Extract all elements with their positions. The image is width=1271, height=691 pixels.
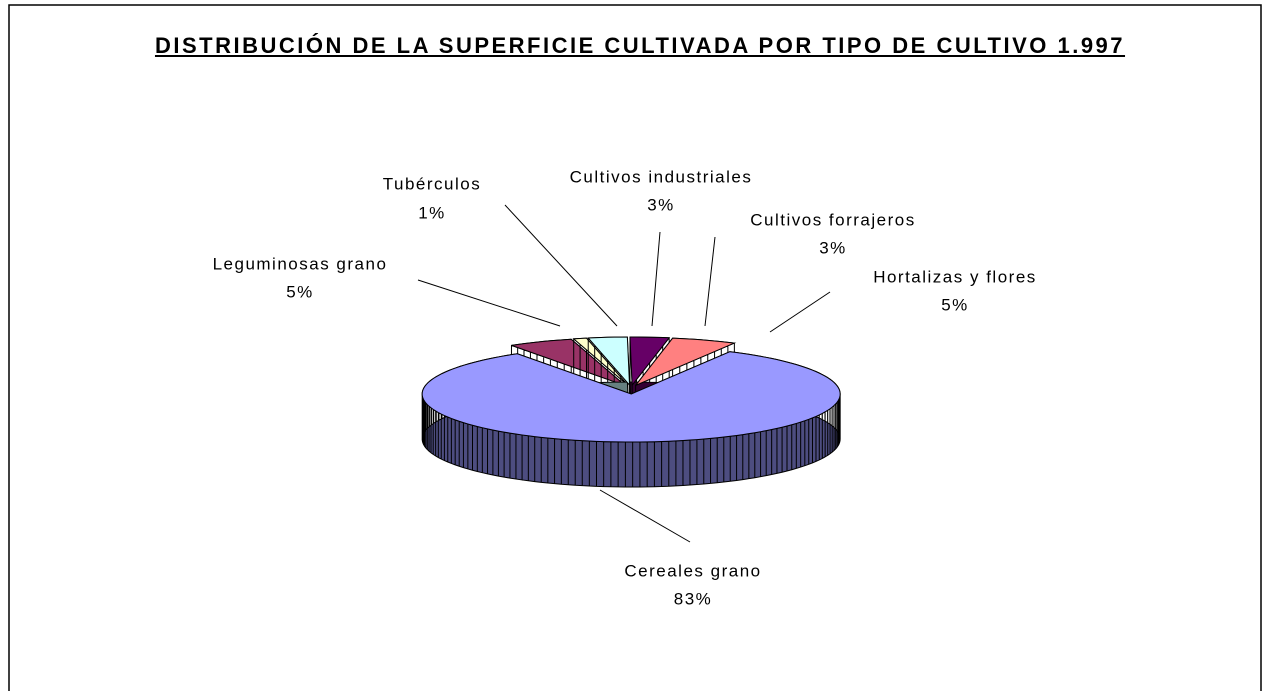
leader-line [651,231,661,327]
slice [629,336,671,387]
category-label: Cereales grano [624,561,761,580]
category-label: Cultivos forrajeros [750,210,916,229]
leader-line [769,291,831,333]
chart-title: DISTRIBUCIÓN DE LA SUPERFICIE CULTIVADA … [154,33,1126,58]
category-label: Leguminosas grano [213,254,388,273]
category-label: Cultivos industriales [570,167,753,186]
leader-line [504,204,618,327]
data-label: 5% [941,295,969,314]
leader-line [704,236,716,327]
slice [511,338,626,387]
data-label: 5% [286,282,314,301]
leader-line [599,489,691,543]
slice [421,351,841,443]
slice [635,337,737,386]
data-label: 3% [647,195,675,214]
data-label: 83% [674,589,713,608]
category-label: Hortalizas y flores [873,267,1037,286]
data-label: 3% [819,238,847,257]
category-label: Tubérculos [383,174,481,193]
slice [587,336,631,387]
leader-line [417,279,561,327]
data-label: 1% [418,203,446,222]
